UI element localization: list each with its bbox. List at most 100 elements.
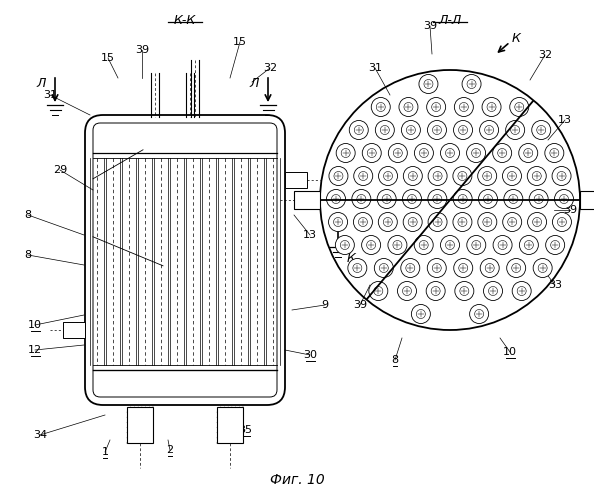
Circle shape [532,120,551,140]
Circle shape [371,98,390,116]
Circle shape [478,166,497,186]
Circle shape [484,282,503,300]
Text: 15: 15 [233,37,247,47]
Circle shape [480,258,499,278]
Text: 8: 8 [24,210,31,220]
Text: 32: 32 [263,63,277,73]
Text: Л: Л [249,76,259,90]
Circle shape [375,120,394,140]
Circle shape [441,236,460,255]
Circle shape [328,212,347,232]
Circle shape [320,70,580,330]
Text: Фиг. 10: Фиг. 10 [270,473,324,487]
Text: 39: 39 [563,205,577,215]
Circle shape [336,144,355,163]
Circle shape [403,212,422,232]
Circle shape [462,74,481,94]
Text: 8: 8 [24,250,31,260]
Text: 35: 35 [238,425,252,435]
Circle shape [503,212,522,232]
Bar [217,407,243,443]
Circle shape [507,258,526,278]
Circle shape [492,144,511,163]
Circle shape [419,74,438,94]
Circle shape [519,236,538,255]
Bar [580,191,594,209]
Circle shape [348,258,367,278]
Text: Л: Л [36,76,46,90]
Text: 15: 15 [101,53,115,63]
Circle shape [428,120,447,140]
Circle shape [453,190,472,208]
Circle shape [426,98,446,116]
Circle shape [428,190,447,208]
Circle shape [327,190,346,208]
Circle shape [479,120,498,140]
Circle shape [467,236,486,255]
Text: 33: 33 [548,280,562,290]
Circle shape [504,190,523,208]
Circle shape [426,282,445,300]
Circle shape [529,190,548,208]
Circle shape [552,166,571,186]
Text: К: К [346,252,355,264]
Circle shape [505,120,525,140]
Circle shape [454,98,473,116]
Circle shape [414,236,433,255]
Circle shape [362,236,381,255]
Circle shape [427,258,446,278]
Text: 29: 29 [53,165,67,175]
Circle shape [453,166,472,186]
Bar [63,322,85,338]
Text: 30: 30 [303,350,317,360]
Circle shape [349,120,368,140]
Circle shape [403,166,422,186]
Circle shape [493,236,512,255]
Circle shape [336,236,355,255]
Circle shape [554,190,573,208]
Circle shape [441,144,460,163]
Text: 12: 12 [28,345,42,355]
Text: К-К: К-К [174,14,196,27]
Circle shape [546,236,565,255]
Circle shape [401,258,420,278]
Circle shape [482,98,501,116]
Text: 13: 13 [558,115,572,125]
Circle shape [545,144,564,163]
Text: К: К [511,32,520,44]
Text: 34: 34 [33,430,47,440]
Bar [127,407,153,443]
Circle shape [454,120,473,140]
Circle shape [478,212,497,232]
Text: 39: 39 [423,21,437,31]
Text: 9: 9 [321,300,328,310]
Text: 39: 39 [135,45,149,55]
Circle shape [527,166,546,186]
Text: 10: 10 [28,320,42,330]
Circle shape [388,236,407,255]
Circle shape [512,282,531,300]
Circle shape [510,98,529,116]
Circle shape [466,144,485,163]
Circle shape [428,212,447,232]
Text: 8: 8 [391,355,399,365]
Text: 1: 1 [102,447,109,457]
Circle shape [527,212,546,232]
Circle shape [329,166,348,186]
Circle shape [377,190,396,208]
Bar [294,191,320,209]
Text: 13: 13 [303,230,317,240]
Circle shape [479,190,498,208]
Circle shape [397,282,416,300]
Circle shape [453,212,472,232]
FancyBboxPatch shape [85,115,285,405]
Text: 10: 10 [503,347,517,357]
Circle shape [362,144,381,163]
Circle shape [403,190,422,208]
Circle shape [378,212,397,232]
Text: 2: 2 [166,445,173,455]
Circle shape [354,166,373,186]
Circle shape [378,166,397,186]
Bar [285,172,307,188]
Circle shape [353,212,372,232]
